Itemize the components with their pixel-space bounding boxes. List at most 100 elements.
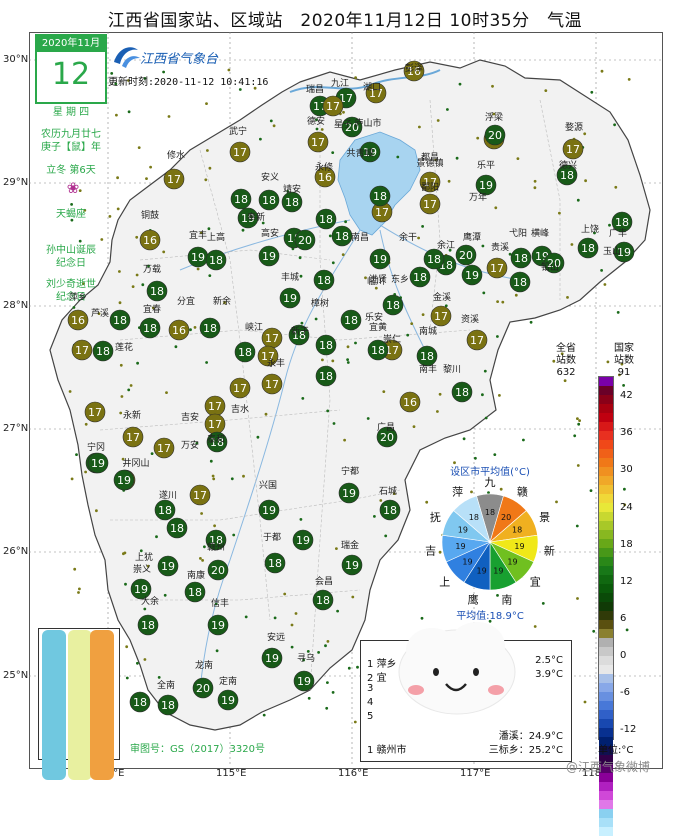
scale-swatch [599,476,613,485]
poyang-lake [337,131,421,236]
pie-slice-value: 19 [514,542,524,551]
station-value: 18 [96,345,110,358]
station-values: 1617171717201717191716171717191817181817… [67,60,635,716]
station-circle: 20 [207,559,229,581]
station-value: 20 [547,257,561,270]
station-value: 19 [117,474,131,487]
station-value: 18 [170,522,184,535]
station-circle: 16 [67,309,89,331]
station-value: 17 [311,136,325,149]
station-value: 18 [238,346,252,359]
station-value: 17 [233,382,247,395]
station-value: 18 [316,594,330,607]
station-circle: 19 [258,245,280,267]
pie-slice-value: 19 [462,558,472,567]
station-value: 19 [297,675,311,688]
station-circle: 17 [419,171,441,193]
review-number: 审图号：GS（2017）3320号 [130,744,265,755]
pie-slice-value: 19 [458,526,468,535]
butterfly-icon: ❀ [66,179,80,197]
station-value: 17 [88,406,102,419]
scale-swatch [599,674,613,683]
station-circle: 18 [510,247,532,269]
station-circle: 17 [229,141,251,163]
station-circle: 20 [192,677,214,699]
station-circle: 19 [279,287,301,309]
station-circle: 20 [376,426,398,448]
stat-value: 2.5°C [535,655,563,666]
event2-line1: 刘少奇逝世 [46,279,96,290]
scale-swatch [599,557,613,566]
scale-swatch [599,656,613,665]
station-value: 18 [514,252,528,265]
station-value: 17 [375,206,389,219]
pie-slice-city: 南 [501,594,512,607]
station-circle: 18 [230,188,252,210]
station-value: 19 [191,251,205,264]
station-value: 20 [345,121,359,134]
station-value: 17 [208,400,222,413]
station-circle: 18 [288,324,310,346]
stat-row: 4 [367,697,374,708]
station-circle: 18 [451,381,473,403]
scale-swatch [599,458,613,467]
station-value: 18 [373,190,387,203]
pie-slice-city: 宜 [530,574,541,588]
station-circle: 18 [199,317,221,339]
station-value: 16 [71,314,85,327]
update-time: 更新时刻:2020-11-12 10:41:16 [108,77,269,88]
station-value: 19 [265,652,279,665]
lon-label-115: 115°E [216,768,247,779]
station-circle: 18 [312,589,334,611]
station-circle: 17 [419,193,441,215]
station-value: 18 [420,350,434,363]
scale-swatch [599,638,613,647]
station-value: 18 [513,276,527,289]
scale-swatch [599,692,613,701]
station-circle: 18 [367,339,389,361]
station-circle: 18 [205,249,227,271]
pie-slice-city: 九 [485,476,496,489]
station-circle: 17 [204,413,226,435]
stat-row: 1 萍乡 [367,659,397,670]
station-value: 20 [488,129,502,142]
station-circle: 17 [486,257,508,279]
lat-label-27: 27°N [3,423,29,434]
pie-slice-value: 19 [477,567,487,576]
station-value: 18 [209,534,223,547]
solar-term: 立冬 第6天 [46,165,96,176]
station-value: 18 [427,253,441,266]
station-value: 19 [161,560,175,573]
scale-swatch [599,377,613,386]
station-circle: 18 [509,271,531,293]
legend-all-count: 632 [556,367,576,378]
station-value: 19 [91,457,105,470]
station-value: 16 [318,171,332,184]
station-circle: 17 [562,138,584,160]
station-circle: 17 [204,395,226,417]
station-value: 17 [193,489,207,502]
jiangxi-boundary [49,59,651,731]
station-circle: 18 [234,341,256,363]
scale-swatch [599,719,613,728]
scale-swatch [599,737,613,746]
station-circle: 19 [258,499,280,521]
lat-label-29: 29°N [3,177,29,188]
station-value: 18 [455,386,469,399]
station-circle: 18 [611,211,633,233]
stat-bottom-left: 1 赣州市 [367,745,407,756]
scale-swatch [599,773,613,782]
weather-logo-icon [114,47,140,68]
station-circle: 18 [369,185,391,207]
scale-swatch [599,449,613,458]
station-value: 19 [283,292,297,305]
pie-slice-value: 18 [485,508,495,517]
station-value: 18 [371,344,385,357]
station-circle: 18 [184,581,206,603]
scale-swatch [599,539,613,548]
station-value: 18 [161,699,175,712]
pie-slice-value: 19 [455,542,465,551]
station-value: 17 [265,378,279,391]
lat-label-30: 30°N [3,54,29,65]
crayon-orange-sticker [90,630,114,780]
